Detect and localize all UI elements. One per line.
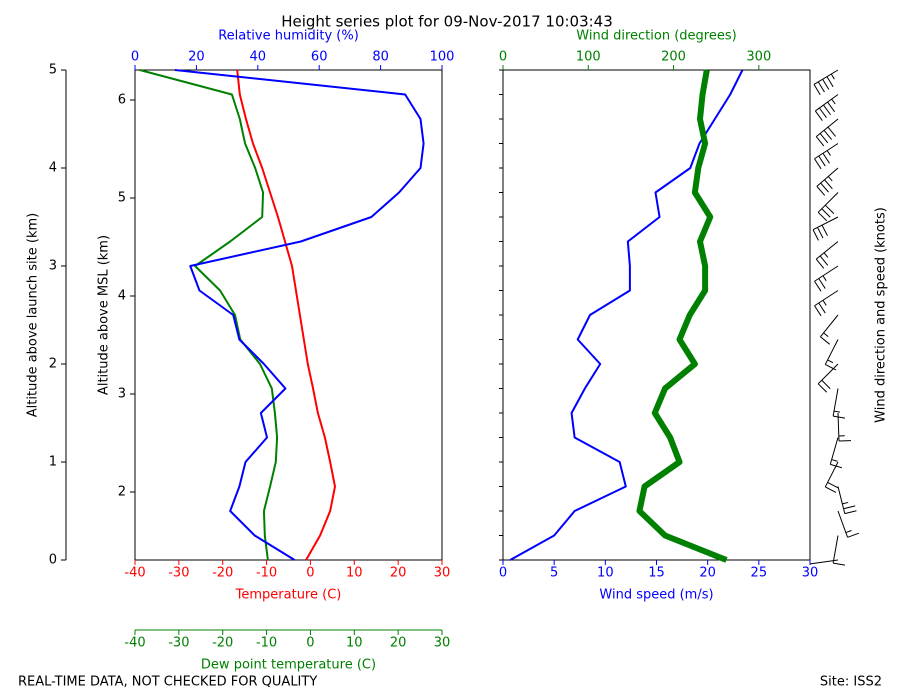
y2-tick-label: 6 xyxy=(118,92,126,107)
x-tick-label: 0 xyxy=(499,566,507,581)
x-tick-label: 0 xyxy=(306,636,314,651)
chart-title: Height series plot for 09-Nov-2017 10:03… xyxy=(281,13,613,31)
wind-barb xyxy=(814,290,839,317)
x-tick-label: 20 xyxy=(699,566,716,581)
x-tick-label: 100 xyxy=(576,50,601,65)
site-label: Site: ISS2 xyxy=(820,675,882,690)
x-tick-label: 0 xyxy=(131,50,139,65)
x-axis-label: Temperature (C) xyxy=(235,588,342,603)
x-tick-label: -30 xyxy=(168,566,189,581)
wind-barb xyxy=(817,192,839,222)
x-tick-label: 20 xyxy=(188,50,205,65)
x-tick-label: 5 xyxy=(550,566,558,581)
x-tick-label: -10 xyxy=(256,566,277,581)
x-tick-label: -20 xyxy=(212,566,233,581)
x-tick-label: 100 xyxy=(430,50,455,65)
y-axis-label: Altitude above launch site (km) xyxy=(26,213,41,417)
y-tick-label: 2 xyxy=(49,357,57,372)
profile-line xyxy=(509,69,744,561)
wind-barb xyxy=(816,167,839,196)
footer-note: REAL-TIME DATA, NOT CHECKED FOR QUALITY xyxy=(18,675,317,690)
wind-barb xyxy=(812,216,839,241)
profile-line xyxy=(636,69,728,563)
y-tick-label: 5 xyxy=(49,63,57,78)
x-tick-label: 25 xyxy=(751,566,768,581)
x-tick-label: -40 xyxy=(124,566,145,581)
x-tick-label: -30 xyxy=(168,636,189,651)
y2-axis-label: Altitude above MSL (km) xyxy=(97,235,112,395)
y-tick-label: 3 xyxy=(49,259,57,274)
profile-line xyxy=(174,69,425,561)
x-tick-label: -40 xyxy=(124,636,145,651)
x-tick-label: 0 xyxy=(306,566,314,581)
wind-barb xyxy=(837,486,857,515)
x-tick-label: 40 xyxy=(250,50,267,65)
wind-barb xyxy=(813,69,839,95)
x-tick-label: 30 xyxy=(434,566,451,581)
wind-barb xyxy=(815,241,839,269)
plot-frame xyxy=(502,69,811,561)
x-axis-label: Dew point temperature (C) xyxy=(201,658,376,673)
x-axis-label: Wind speed (m/s) xyxy=(599,588,713,603)
x-tick-label: 15 xyxy=(648,566,665,581)
wind-barb xyxy=(829,437,842,469)
x-tick-label: 10 xyxy=(346,566,363,581)
wind-barb xyxy=(837,412,851,442)
x-tick-label: 300 xyxy=(746,50,771,65)
x-axis-label: Relative humidity (%) xyxy=(218,29,359,44)
x-tick-label: 30 xyxy=(802,566,819,581)
x-tick-label: 30 xyxy=(434,636,451,651)
plot-frame xyxy=(134,69,443,561)
x-tick-label: 60 xyxy=(311,50,328,65)
x-tick-label: -20 xyxy=(212,636,233,651)
x-tick-label: 200 xyxy=(661,50,686,65)
y2-tick-label: 3 xyxy=(118,386,126,401)
y-tick-label: 0 xyxy=(49,553,57,568)
wind-barb xyxy=(837,510,860,538)
wind-barb xyxy=(815,118,839,147)
wind-barb xyxy=(814,143,839,170)
wind-barb xyxy=(814,94,839,121)
wind-barb xyxy=(819,314,839,345)
x-axis-label: Wind direction (degrees) xyxy=(576,29,736,44)
y-tick-label: 4 xyxy=(49,161,57,176)
y2-tick-label: 4 xyxy=(118,288,126,303)
x-tick-label: 80 xyxy=(372,50,389,65)
x-tick-label: 20 xyxy=(390,566,407,581)
wind-barb xyxy=(832,535,846,566)
wind-barb xyxy=(814,265,839,292)
y2-tick-label: 5 xyxy=(118,190,126,205)
x-tick-label: 0 xyxy=(499,50,507,65)
x-tick-label: 20 xyxy=(390,636,407,651)
wind-barb xyxy=(817,363,839,393)
profile-line xyxy=(236,69,336,561)
x-tick-label: 10 xyxy=(597,566,614,581)
wind-barb xyxy=(832,388,846,419)
x-tick-label: 10 xyxy=(346,636,363,651)
y2-axis-label: Wind direction and speed (knots) xyxy=(874,207,889,423)
y2-tick-label: 2 xyxy=(118,484,126,499)
y-tick-label: 1 xyxy=(49,455,57,470)
x-tick-label: -10 xyxy=(256,636,277,651)
profile-line xyxy=(139,69,279,561)
wind-barb xyxy=(824,339,839,371)
